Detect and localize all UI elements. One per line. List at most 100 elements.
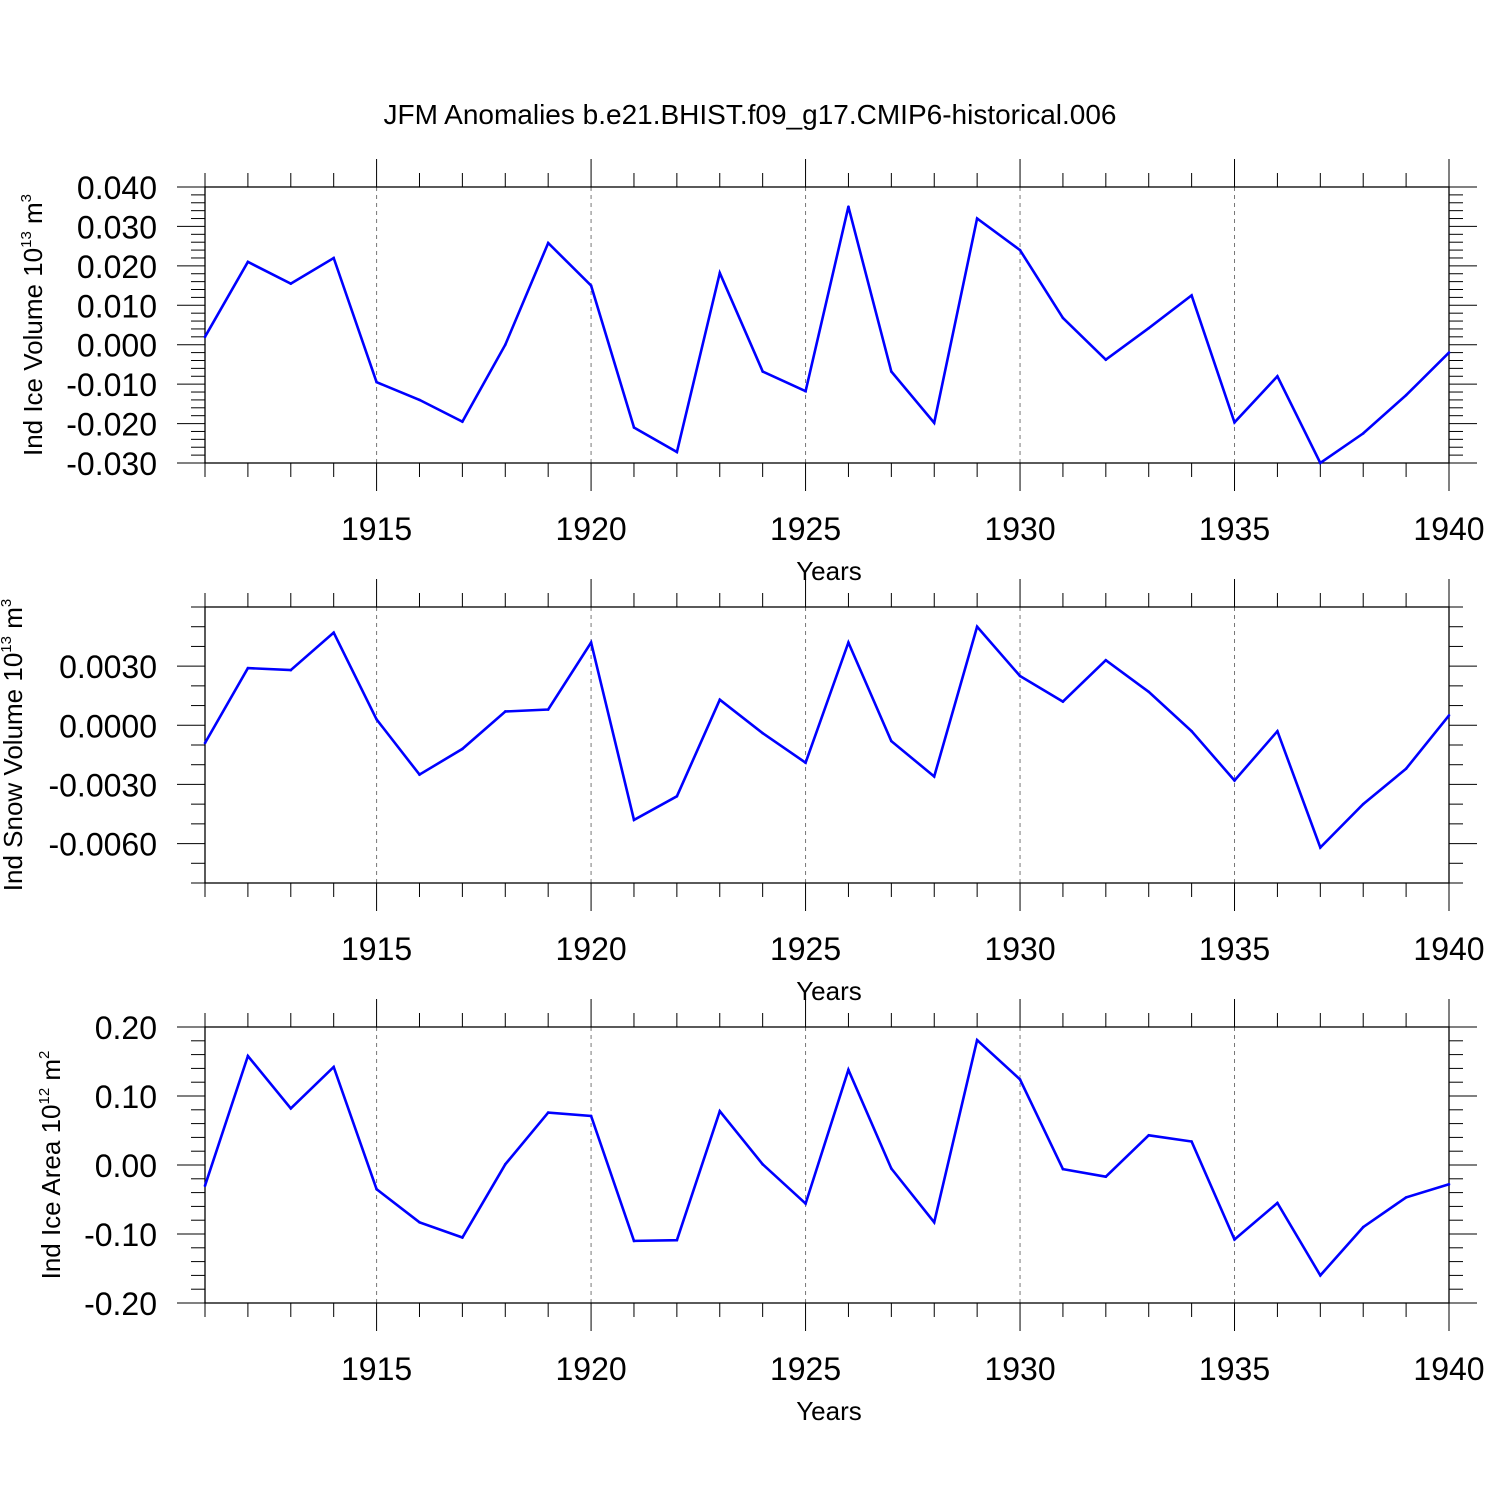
panel-3: 1915 1920 1925 1930 1935 1940 Years 0.20 0.10 0.0… [36,999,1485,1426]
x-tick-label: 1930 [984,511,1055,547]
y-tick-label: -0.010 [66,367,157,403]
data-point [589,641,593,644]
data-point [847,641,850,644]
data-point [246,260,250,264]
chart-title: JFM Anomalies b.e21.BHIST.f09_g17.CMIP6-… [383,99,1116,130]
data-point [932,1220,936,1224]
x-tick-label: 1930 [984,1351,1055,1387]
data-point [375,380,378,384]
data-point [761,1163,764,1166]
x-tick-label: 1935 [1199,1351,1270,1387]
y-tick-label: 0.020 [77,249,157,285]
y-tick-label: 0.10 [95,1079,157,1115]
data-point [503,1163,507,1166]
data-point [718,698,722,701]
data-point [1404,393,1408,397]
data-point [546,1111,550,1114]
data-point [503,343,507,347]
data-point [804,761,807,765]
data-point [932,775,936,778]
data-point [1276,729,1279,733]
panel-2: 1915 1920 1925 1930 1935 1940 Years 0.0030 0.000… [0,579,1485,1006]
data-point [632,426,636,429]
data-point [1404,1196,1408,1199]
data-point [890,1167,893,1170]
x-tick-label: 1940 [1413,511,1484,547]
y-axis-title-superscript: 2 [36,1051,53,1059]
data-point [375,718,378,721]
y-axis-title: Ind Ice Volume 1013 m3 [18,194,48,456]
data-point [718,1109,722,1113]
data-point [418,1220,421,1224]
data-point [246,1054,250,1058]
series-line [203,206,1450,465]
data-point [632,818,636,822]
data-point [1319,846,1322,849]
x-tick-label: 1930 [984,931,1055,967]
data-point [675,1238,679,1242]
y-tick-label: 0.20 [95,1010,157,1046]
y-tick-label: -0.10 [84,1217,157,1253]
data-point [1447,714,1451,717]
data-point [589,284,593,287]
x-tick-label: 1925 [770,511,841,547]
y-tick-label: 0.000 [77,328,157,364]
data-point [761,731,764,735]
x-tick-label: 1915 [341,931,412,967]
data-point [1447,351,1451,354]
data-point [1404,767,1408,770]
y-axis-title-part: Ind Ice Area 10 [36,1105,66,1280]
data-point [289,1107,293,1110]
series-line [203,624,1451,850]
data-point [1018,674,1022,678]
y-axis-title-part: Ind Ice Volume 10 [18,248,48,456]
x-axis-title: Years [796,556,862,586]
data-point [1190,729,1193,733]
data-point [589,1114,593,1118]
data-point [804,389,807,393]
series-line [203,1037,1450,1278]
data-point [203,741,207,745]
data-point [1361,432,1365,435]
data-point [546,241,550,245]
data-point [1061,700,1065,703]
plot-frame [204,1026,1450,1304]
x-tick-label: 1920 [555,511,626,547]
data-point [1190,1140,1193,1143]
y-axis-title: Ind Snow Volume 1013 m3 [0,599,28,891]
data-point [1061,1167,1065,1171]
y-axis-title-part: m [18,202,48,231]
data-point [1147,1134,1151,1137]
data-point [1233,1238,1236,1241]
data-point [1233,421,1236,424]
y-tick-label: -0.020 [66,407,157,443]
x-tick-label: 1925 [770,1351,841,1387]
x-tick-label: 1920 [555,1351,626,1387]
data-point [975,217,979,220]
data-point [418,398,421,402]
data-point [675,794,679,798]
y-tick-label: 0.00 [95,1148,157,1184]
y-tick-label: -0.0060 [48,827,157,863]
data-point [246,666,250,670]
y-axis-title-superscript: 3 [0,599,15,607]
data-point [461,420,464,423]
x-tick-label: 1940 [1413,931,1484,967]
data-point [1447,1183,1451,1186]
data-point [847,205,850,209]
data-point [1361,802,1365,806]
data-point [1104,1175,1108,1179]
data-point [804,1202,807,1205]
data-point [932,421,936,425]
data-point [1018,248,1022,252]
data-point [890,739,893,743]
y-tick-label: -0.030 [66,446,157,482]
data-point [1018,1078,1022,1081]
data-point [718,271,722,275]
y-axis-title-part: m [36,1059,66,1088]
y-axis-title-superscript: 13 [0,636,15,653]
data-point [1147,326,1151,330]
data-point [375,1187,378,1191]
